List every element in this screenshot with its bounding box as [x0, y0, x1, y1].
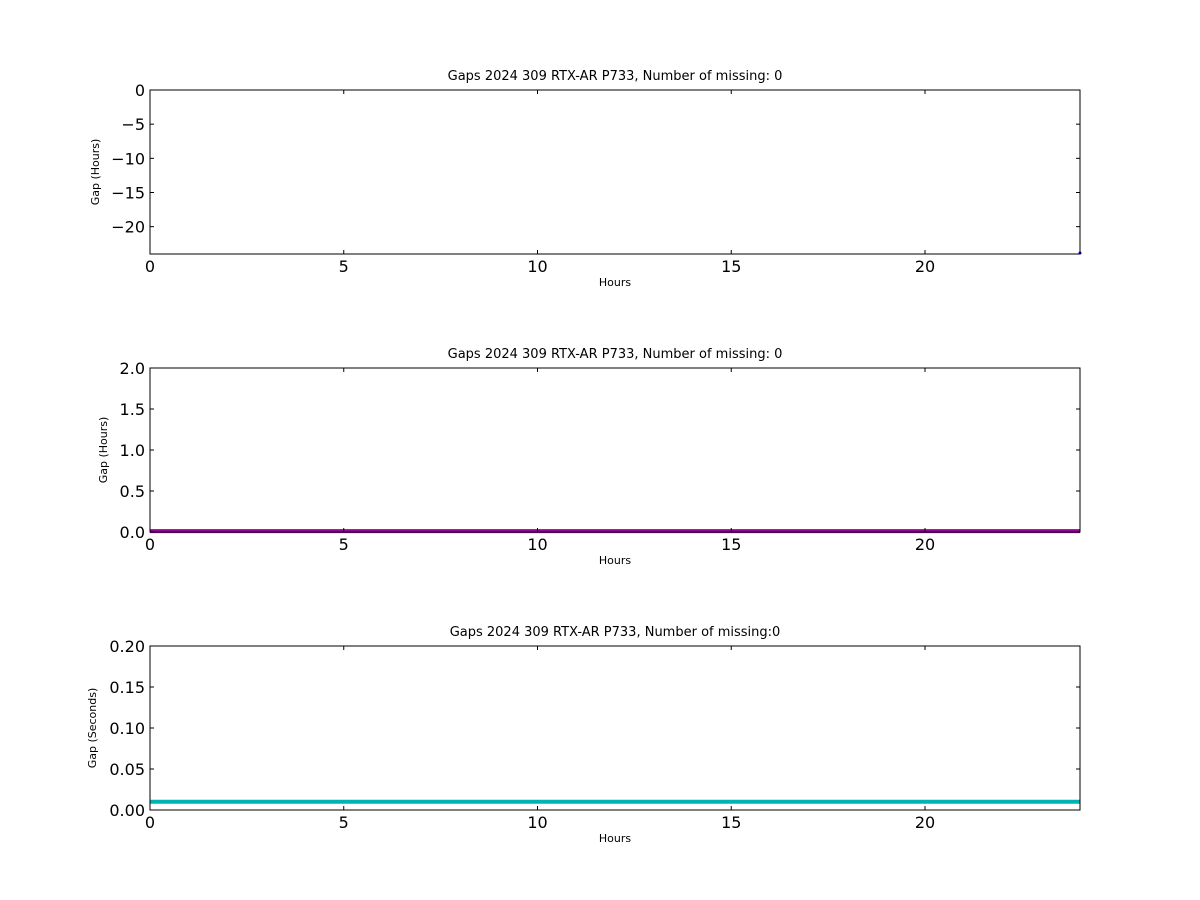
y-tick-label: 0.5 — [120, 482, 145, 501]
subplot-1: 0 5 10 15 20 0 −5 −10 −15 −20 Gaps 2024 309 RTX-AR… — [89, 69, 1082, 289]
x-tick-label: 10 — [527, 257, 547, 276]
x-axis-label: Hours — [599, 832, 631, 845]
x-axis-label: Hours — [599, 276, 631, 289]
y-axis-label: Gap (Seconds) — [86, 688, 99, 769]
x-tick-label: 20 — [915, 257, 935, 276]
x-tick-label: 5 — [339, 813, 349, 832]
x-tick-label: 0 — [145, 535, 155, 554]
y-tick-label: −10 — [111, 149, 145, 168]
x-tick-label: 20 — [915, 813, 935, 832]
x-tick-label: 0 — [145, 813, 155, 832]
y-tick-label: 0.0 — [120, 523, 145, 542]
chart-title: Gaps 2024 309 RTX-AR P733, Number of mis… — [450, 625, 781, 640]
y-tick-label: 2.0 — [120, 359, 145, 378]
y-tick-label: 0.05 — [109, 760, 145, 779]
y-axis-label: Gap (Hours) — [89, 139, 102, 206]
x-tick-label: 15 — [721, 535, 741, 554]
x-tick-label: 15 — [721, 813, 741, 832]
chart-title: Gaps 2024 309 RTX-AR P733, Number of mis… — [448, 69, 783, 84]
y-tick-label: −15 — [111, 184, 145, 203]
x-tick-label: 10 — [527, 813, 547, 832]
y-axis-label: Gap (Hours) — [97, 417, 110, 484]
x-tick-label: 15 — [721, 257, 741, 276]
x-tick-label: 0 — [145, 257, 155, 276]
x-axis-label: Hours — [599, 554, 631, 567]
x-tick-label: 5 — [339, 257, 349, 276]
subplot-3: 0 5 10 15 20 0.00 0.05 0.10 0.15 0.20 Gaps 2024 30… — [86, 625, 1081, 845]
y-tick-label: 1.5 — [120, 400, 145, 419]
plot-frame — [149, 367, 1081, 533]
y-tick-label: 0.00 — [109, 801, 145, 820]
x-tick-label: 10 — [527, 535, 547, 554]
subplot-2: 0 5 10 15 20 0.0 0.5 1.0 1.5 2.0 Gaps 2024 309 RTX… — [97, 347, 1081, 567]
plot-frame — [149, 89, 1081, 255]
y-tick-label: 0.20 — [109, 637, 145, 656]
plot-frame — [149, 645, 1081, 811]
x-tick-label: 5 — [339, 535, 349, 554]
y-tick-label: 0.10 — [109, 719, 145, 738]
y-tick-label: −5 — [121, 115, 145, 134]
y-tick-label: −20 — [111, 218, 145, 237]
y-tick-label: 0.15 — [109, 678, 145, 697]
chart-title: Gaps 2024 309 RTX-AR P733, Number of mis… — [448, 347, 783, 362]
x-tick-label: 20 — [915, 535, 935, 554]
y-tick-label: 0 — [135, 81, 145, 100]
y-tick-label: 1.0 — [120, 441, 145, 460]
